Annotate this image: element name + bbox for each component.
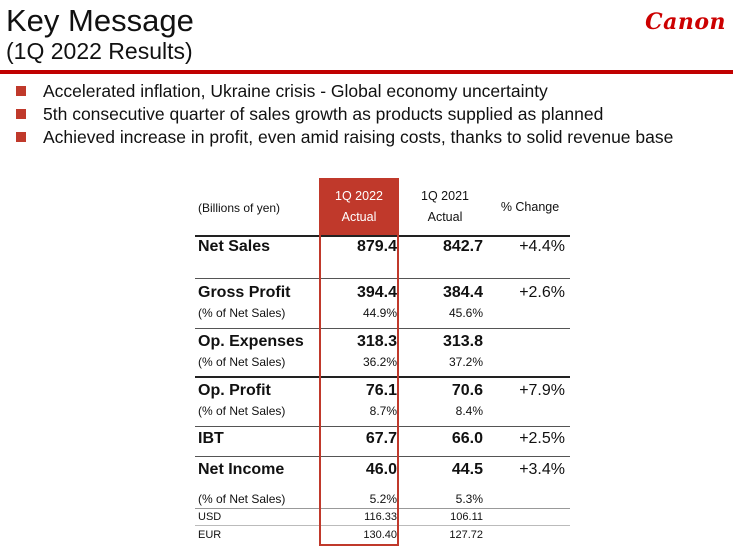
value-1q2021: 127.72 [449, 529, 483, 541]
column-header-line: Actual [427, 210, 463, 224]
highlight-column-frame [319, 178, 399, 546]
value-1q2021: 45.6% [448, 306, 483, 320]
value-1q2021: 66.0 [451, 430, 483, 447]
bullet-text: Accelerated inflation, Ukraine crisis - … [43, 81, 548, 101]
value-1q2021: 384.4 [442, 284, 483, 301]
value-1q2022: 36.2% [362, 355, 397, 369]
value-1q2022: 8.7% [369, 404, 397, 418]
bullet-text: Achieved increase in profit, even amid r… [43, 127, 674, 147]
value-change: +3.4% [519, 461, 565, 478]
value-1q2021: 106.11 [450, 511, 483, 523]
column-header-1q2022: 1Q 2022 Actual [319, 186, 399, 228]
row-label: Net Income [198, 461, 285, 478]
column-header-line: 1Q 2022 [335, 189, 383, 203]
value-1q2022: 76.1 [365, 382, 397, 399]
value-1q2022: 879.4 [356, 238, 397, 255]
column-header-change: % Change [500, 200, 560, 214]
row-sublabel: (% of Net Sales) [198, 306, 286, 320]
divider [195, 376, 570, 378]
key-message-list: Accelerated inflation, Ukraine crisis - … [16, 80, 673, 149]
row-label: IBT [198, 430, 224, 447]
value-1q2022: 130.40 [363, 529, 397, 541]
divider [195, 235, 570, 237]
bullet-square-icon [16, 109, 26, 119]
row-label: USD [198, 511, 222, 523]
canon-logo: Canon [645, 9, 726, 35]
unit-label: (Billions of yen) [198, 201, 281, 215]
row-label: Op. Profit [198, 382, 271, 399]
value-1q2021: 313.8 [442, 333, 483, 350]
divider [195, 328, 570, 329]
value-1q2021: 8.4% [455, 404, 483, 418]
value-1q2022: 46.0 [365, 461, 397, 478]
highlight-column-header-bg [319, 178, 399, 235]
page-title: Key Message [6, 3, 194, 38]
divider [195, 426, 570, 427]
row-sublabel: (% of Net Sales) [198, 355, 286, 369]
row-label: Gross Profit [198, 284, 291, 301]
divider [195, 456, 570, 457]
bullet-square-icon [16, 132, 26, 142]
header-divider [0, 70, 733, 74]
value-change: +2.5% [519, 430, 565, 447]
row-label: Net Sales [198, 238, 271, 255]
value-1q2021: 44.5 [451, 461, 483, 478]
divider [195, 278, 570, 279]
column-header-1q2021: 1Q 2021 Actual [405, 186, 485, 228]
page-subtitle: (1Q 2022 Results) [6, 38, 193, 64]
value-1q2022: 44.9% [362, 306, 397, 320]
column-header-line: 1Q 2021 [421, 189, 469, 203]
value-1q2021: 70.6 [451, 382, 483, 399]
list-item: 5th consecutive quarter of sales growth … [16, 103, 673, 126]
list-item: Achieved increase in profit, even amid r… [16, 126, 673, 149]
bullet-square-icon [16, 86, 26, 96]
row-sublabel: (% of Net Sales) [198, 492, 286, 506]
value-change: +2.6% [519, 284, 565, 301]
value-1q2021: 5.3% [455, 492, 483, 506]
value-change: +4.4% [519, 238, 565, 255]
value-1q2022: 5.2% [369, 492, 397, 506]
value-1q2022: 318.3 [356, 333, 397, 350]
row-sublabel: (% of Net Sales) [198, 404, 286, 418]
value-change: +7.9% [519, 382, 565, 399]
divider [195, 508, 570, 509]
row-label: Op. Expenses [198, 333, 304, 350]
value-1q2022: 394.4 [356, 284, 397, 301]
column-header-line: Actual [341, 210, 377, 224]
value-1q2021: 37.2% [448, 355, 483, 369]
row-label: EUR [198, 529, 222, 541]
bullet-text: 5th consecutive quarter of sales growth … [43, 104, 604, 124]
value-1q2022: 116.33 [364, 511, 397, 523]
value-1q2022: 67.7 [365, 430, 397, 447]
list-item: Accelerated inflation, Ukraine crisis - … [16, 80, 673, 103]
value-1q2021: 842.7 [442, 238, 483, 255]
divider [195, 525, 570, 526]
